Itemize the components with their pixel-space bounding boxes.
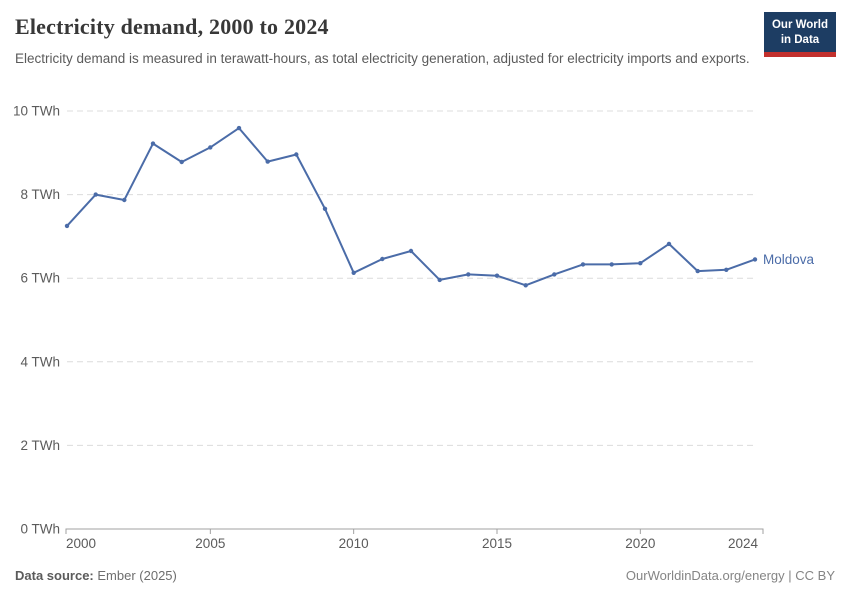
data-point <box>122 197 127 203</box>
y-tick-label: 0 TWh <box>20 522 60 537</box>
y-tick-label: 2 TWh <box>20 438 60 453</box>
owid-logo: Our World in Data <box>764 12 836 57</box>
page-title: Electricity demand, 2000 to 2024 <box>15 14 329 39</box>
data-point <box>351 270 356 275</box>
owid-logo-line2: in Data <box>780 33 820 46</box>
data-point <box>609 262 614 267</box>
y-tick-label: 8 TWh <box>20 187 60 202</box>
data-point <box>179 159 184 165</box>
data-point <box>638 261 643 266</box>
footer-attribution: OurWorldinData.org/energy | CC BY <box>626 568 835 583</box>
data-point <box>236 125 242 131</box>
data-point <box>523 283 528 288</box>
chart-subtitle: Electricity demand is measured in terawa… <box>15 51 750 66</box>
x-axis <box>65 528 764 534</box>
data-line <box>66 127 756 287</box>
footer-link: OurWorldinData.org/energy <box>625 568 785 583</box>
x-tick-label: 2015 <box>482 536 512 551</box>
data-point <box>150 141 156 146</box>
x-tick-label: 2024 <box>728 536 759 551</box>
data-source: Data source: Ember (2025) <box>15 568 177 583</box>
y-tick-label: 6 TWh <box>20 271 60 286</box>
y-tick-label: 10 TWh <box>13 104 60 119</box>
owid-logo-line1: Our World <box>771 19 828 31</box>
data-point <box>408 248 414 254</box>
x-tick-label: 2020 <box>625 536 655 551</box>
series-label: Moldova <box>763 252 815 267</box>
chart-header: Electricity demand, 2000 to 2024 Electri… <box>15 14 760 69</box>
x-tick-label: 2005 <box>195 536 225 551</box>
data-point <box>695 268 700 274</box>
data-point <box>294 152 299 157</box>
chart-footer: Data source: Ember (2025) OurWorldinData… <box>15 568 835 583</box>
data-point <box>265 159 270 164</box>
data-point <box>437 277 442 283</box>
x-tick-label: 2010 <box>339 536 369 551</box>
data-source-value: Ember (2025) <box>97 568 177 583</box>
data-point <box>666 241 672 247</box>
data-point <box>580 262 586 267</box>
data-point <box>724 267 729 272</box>
footer-separator: | <box>784 568 796 583</box>
footer-license: CC BY <box>795 568 835 583</box>
data-point <box>208 145 213 150</box>
line-chart: 0 TWh 2 TWh 4 TWh 6 TWh 8 TWh 10 TWh 2000 2005 2… <box>13 104 815 552</box>
data-point <box>322 206 328 211</box>
data-point <box>552 272 557 277</box>
y-tick-label: 4 TWh <box>20 354 60 369</box>
data-source-label: Data source: <box>15 568 94 583</box>
x-tick-label: 2000 <box>66 536 96 551</box>
data-point <box>93 192 98 197</box>
data-point <box>466 272 471 277</box>
data-point <box>64 223 70 229</box>
data-point <box>752 257 758 262</box>
data-point <box>494 273 500 278</box>
data-point <box>380 256 385 262</box>
